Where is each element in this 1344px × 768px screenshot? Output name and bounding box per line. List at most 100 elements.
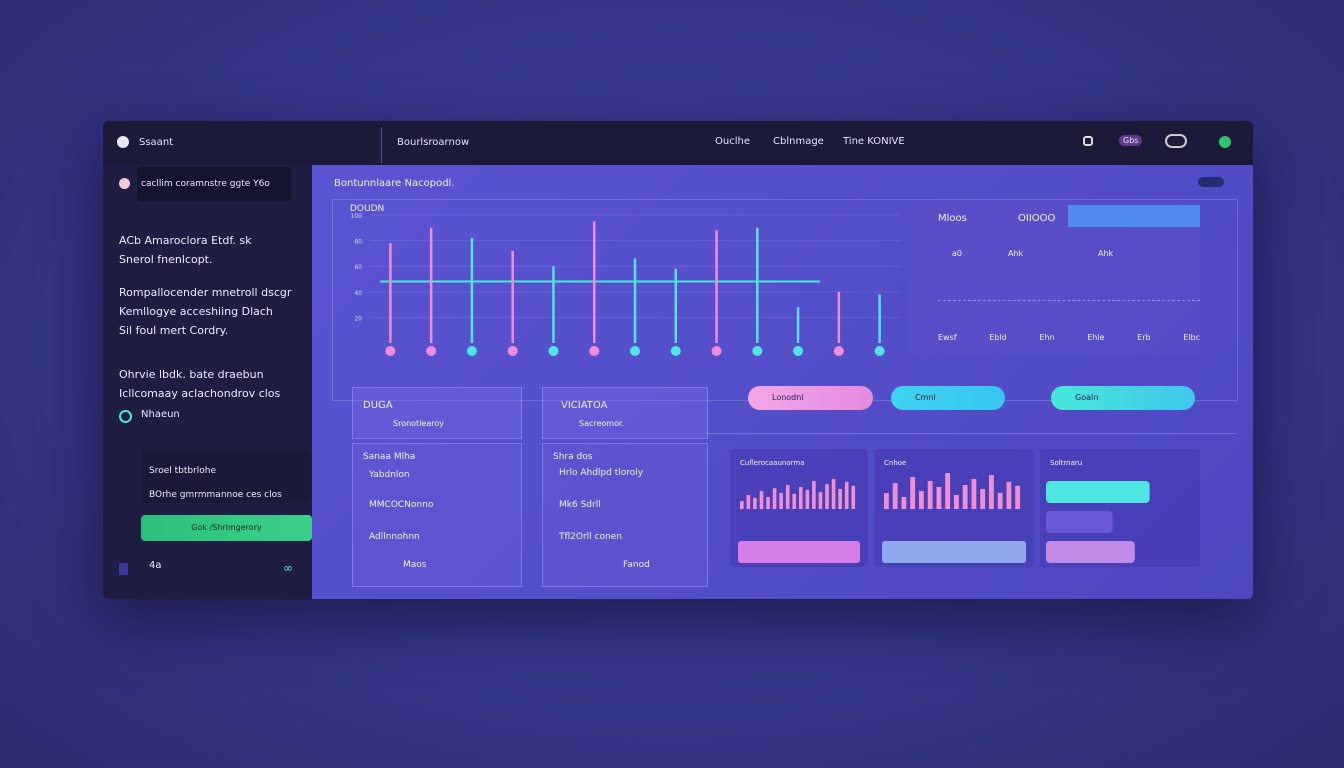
card-header: VICIATOA Sacreomor. — [542, 387, 708, 439]
footer-icon — [119, 563, 128, 575]
info-line: Sroel tbtbrlohe — [149, 466, 217, 476]
legend-item: Erb — [1137, 333, 1151, 342]
bar — [831, 479, 836, 509]
mini-charts: Cuflerocaaunorma Cnhoe Soltrnaru — [730, 449, 1200, 567]
nav-link[interactable]: Cblnmage — [773, 136, 824, 147]
search-icon — [119, 178, 130, 189]
card-row: Hrlo Ahdlpd tloroly — [559, 468, 644, 478]
section-rule — [706, 433, 1236, 434]
stats-highlight — [1068, 205, 1200, 227]
bar — [766, 497, 770, 509]
card-title: VICIATOA — [561, 400, 608, 411]
card-title: DUGA — [363, 400, 393, 411]
loop-icon[interactable]: ∞ — [283, 561, 293, 575]
bar — [1015, 485, 1021, 509]
main-area: Bontunnlaare Nacopodl. DOUDN 20 40 60 80 100 … — [312, 165, 1253, 599]
nav-link[interactable]: Tine KONIVE — [843, 136, 905, 147]
spike-dot — [385, 346, 396, 356]
bar — [838, 489, 842, 509]
app-window: Ssaant Bourlsroarnow Ouclhe Cblnmage Tin… — [103, 121, 1253, 599]
stats-label: Ahk — [1098, 249, 1114, 258]
section-title: Bourlsroarnow — [397, 137, 470, 148]
spike-dot — [752, 346, 763, 356]
text-line: Ohrvie lbdk. bate draebun — [119, 368, 264, 381]
logo — [117, 136, 129, 148]
spike-dot — [589, 346, 600, 356]
panel — [1040, 449, 1200, 567]
divider — [381, 127, 382, 163]
top-bar: Ssaant Bourlsroarnow Ouclhe Cblnmage Tin… — [103, 121, 1253, 165]
pill-button[interactable]: Cmnl — [891, 386, 1005, 410]
stats-value: OIIOOO — [1018, 213, 1056, 224]
badge[interactable]: Gbs — [1119, 135, 1143, 146]
hbar — [1046, 481, 1150, 503]
card-row: Mk6 Sdrll — [559, 500, 601, 510]
spike-dot — [874, 346, 885, 356]
bar — [812, 481, 816, 509]
y-tick-label: 100 — [351, 213, 363, 220]
legend-item: Ehn — [1039, 333, 1055, 342]
card-row: MMCOCNonno — [369, 500, 434, 510]
bar — [779, 493, 783, 509]
info-box: Sroel tbtbrlohe BOrhe gmrmmannoe ces clo… — [141, 449, 311, 503]
bar — [772, 488, 777, 509]
spike-chart: DOUDN 20 40 60 80 100 — [350, 204, 900, 356]
bar — [980, 489, 986, 509]
icon-button[interactable] — [1083, 136, 1093, 146]
y-tick-label: 60 — [354, 264, 362, 271]
hbar — [1046, 541, 1135, 563]
bar — [825, 484, 829, 509]
bar — [971, 479, 977, 509]
bar — [753, 497, 757, 509]
panel-bar — [738, 541, 860, 563]
card-subtitle: Sronotlearoy — [393, 419, 444, 428]
y-tick-label: 20 — [354, 315, 362, 322]
search-box[interactable]: cacllim coramnstre ggte Y6o — [137, 167, 291, 201]
bar — [910, 477, 916, 509]
legend-item: Ebld — [989, 333, 1007, 342]
link[interactable]: Nhaeun — [141, 409, 180, 420]
panel-bar — [882, 541, 1026, 563]
pill-button[interactable]: Goaln — [1051, 386, 1195, 410]
spike-dot — [426, 346, 437, 356]
stats-label: Ahk — [1008, 249, 1024, 258]
link-icon — [119, 410, 132, 423]
stats-label: a0 — [952, 249, 962, 258]
card-row: Adllnnohnn — [369, 532, 420, 542]
spike-dot — [711, 346, 722, 356]
paragraph: ACb Amaroclora Etdf. sk Snerol fnenlcopt… — [119, 231, 252, 269]
bar — [844, 481, 849, 509]
spike-dot — [630, 346, 640, 356]
card-row: Maos — [403, 560, 427, 570]
pill-button[interactable]: Lonodnl — [748, 386, 873, 410]
status-dot — [1219, 136, 1231, 148]
toggle[interactable] — [1198, 177, 1224, 187]
stats-legend: Ewsf Ebld Ehn Ehle Erb Elbc — [938, 333, 1200, 342]
card-row: Fanod — [623, 560, 650, 570]
bar — [919, 491, 924, 509]
spike-dot — [670, 346, 681, 356]
legend-item: Ewsf — [938, 333, 957, 342]
avatar-icon[interactable] — [1165, 134, 1187, 148]
primary-button[interactable]: Gok /Shrimgerory — [141, 515, 312, 541]
bar — [936, 487, 942, 509]
text-line: Sil foul mert Cordry. — [119, 324, 229, 337]
panel-title: Soltrnaru — [1050, 459, 1082, 467]
paragraph: Rompallocender mnetroll dscgr Kemllogye … — [119, 283, 291, 340]
bar — [962, 485, 968, 509]
nav-link[interactable]: Ouclhe — [715, 136, 750, 147]
bar — [884, 493, 889, 509]
spike-dot — [466, 346, 477, 356]
text-line: Rompallocender mnetroll dscgr — [119, 286, 292, 299]
chart-title: DOUDN — [350, 204, 384, 214]
card-body: Shra dos Hrlo Ahdlpd tloroly Mk6 Sdrll T… — [542, 443, 708, 587]
bar — [954, 495, 959, 509]
bar — [989, 475, 994, 509]
stats-panel: Mloos OIIOOO a0 Ahk Ahk Ewsf Ebld Ehn Ehle E… — [908, 205, 1200, 355]
info-line: BOrhe gmrmmannoe ces clos — [149, 490, 282, 500]
paragraph: Ohrvie lbdk. bate draebun Icllcomaay acl… — [119, 365, 280, 403]
brand: Ssaant — [139, 137, 174, 148]
card-row: Yabdnlon — [369, 470, 410, 480]
y-tick-label: 80 — [354, 239, 362, 246]
